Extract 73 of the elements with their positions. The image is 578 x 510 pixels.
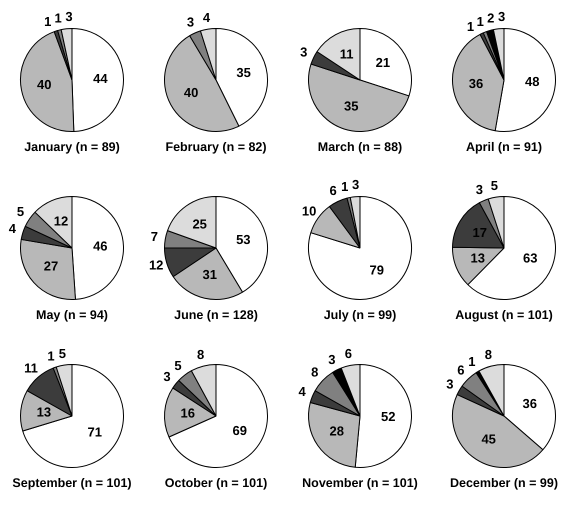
data-label: 3	[300, 44, 308, 60]
data-label: 48	[524, 74, 540, 90]
data-label: 35	[344, 98, 358, 114]
data-label: 11	[340, 46, 354, 62]
text: July (n = 99)	[322, 308, 398, 322]
text: March (n = 88)	[316, 140, 404, 154]
data-label: 35	[236, 65, 251, 80]
data-label: 1	[54, 10, 62, 26]
data-label: 44	[93, 71, 108, 86]
text: June (n = 128)	[173, 308, 259, 322]
data-label: 12	[54, 214, 68, 228]
text: August (n = 101)	[454, 308, 554, 322]
data-label: 71	[88, 424, 102, 440]
data-label: 3	[446, 376, 454, 392]
data-label: 5	[58, 346, 66, 361]
data-label: 17	[472, 224, 488, 240]
data-label: 1	[47, 348, 55, 364]
data-label: 5	[16, 204, 24, 220]
data-label: 5	[174, 358, 182, 373]
data-label: 1	[476, 14, 484, 29]
data-label: 69	[232, 422, 247, 438]
data-label: 3	[328, 352, 336, 367]
data-label: 46	[93, 238, 108, 254]
data-label: 1	[341, 178, 348, 194]
data-label: 16	[180, 405, 195, 420]
data-label: 53	[236, 232, 251, 248]
data-label: 1	[44, 14, 52, 29]
data-label: 8	[484, 347, 492, 362]
text: May (n = 94)	[35, 308, 109, 322]
data-label: 4	[298, 384, 307, 399]
data-label: 36	[522, 396, 537, 411]
data-label: 3	[163, 368, 171, 384]
data-label: 6	[344, 346, 352, 362]
data-label: 3	[65, 9, 73, 24]
text: April (n = 91)	[464, 140, 544, 154]
data-label: 27	[44, 258, 58, 274]
data-label: 3	[498, 9, 506, 24]
data-label: 13	[470, 250, 486, 266]
data-label: 3	[352, 177, 360, 192]
data-label: 63	[522, 250, 538, 266]
data-label: 45	[481, 431, 496, 446]
text: January (n = 89)	[23, 140, 121, 154]
text: October (n = 101)	[164, 476, 268, 490]
data-label: 1	[466, 18, 474, 34]
data-label: 25	[192, 216, 207, 232]
data-label: 4	[8, 221, 17, 236]
text: November (n = 101)	[301, 476, 419, 490]
data-label: 3	[476, 182, 484, 198]
data-label: 6	[330, 183, 337, 198]
data-label: 5	[490, 178, 498, 193]
data-label: 8	[196, 347, 204, 362]
data-label: 40	[184, 85, 198, 100]
data-label: 6	[457, 362, 464, 378]
data-label: 4	[202, 10, 211, 25]
data-label: 11	[24, 360, 38, 376]
data-label: 3	[186, 14, 194, 30]
data-label: 36	[468, 76, 484, 91]
data-label: 28	[329, 424, 344, 439]
data-label: 31	[202, 267, 218, 282]
data-label: 7	[150, 228, 158, 244]
data-label: 21	[376, 54, 390, 70]
data-label: 10	[302, 203, 316, 218]
data-label: 2	[487, 10, 494, 26]
data-label: 79	[370, 262, 384, 278]
text: February (n = 82)	[164, 140, 268, 154]
data-label: 13	[36, 404, 52, 420]
data-label: 8	[311, 364, 318, 380]
data-label: 52	[381, 408, 396, 424]
data-label: 1	[468, 354, 476, 369]
data-label: 12	[148, 258, 164, 273]
text: December (n = 99)	[448, 476, 560, 490]
text: September (n = 101)	[11, 476, 133, 490]
data-label: 40	[36, 77, 52, 92]
